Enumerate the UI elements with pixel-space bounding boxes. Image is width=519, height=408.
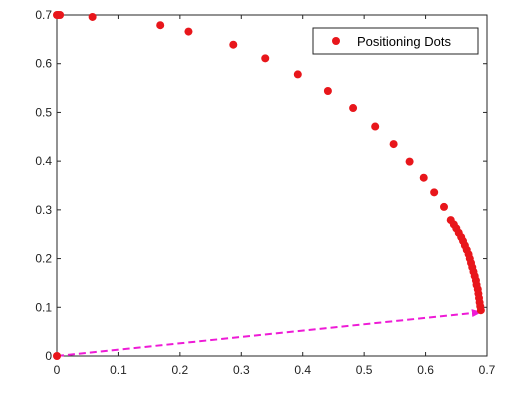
data-point — [349, 104, 358, 113]
x-tick-label: 0.2 — [172, 363, 189, 377]
data-point — [323, 86, 332, 95]
x-tick-label: 0.3 — [233, 363, 250, 377]
y-tick-label: 0.3 — [35, 203, 52, 217]
legend: Positioning Dots — [312, 27, 479, 55]
data-point — [476, 306, 485, 315]
data-point — [88, 12, 97, 21]
y-tick-label: 0 — [45, 349, 52, 363]
x-tick-label: 0.4 — [294, 363, 311, 377]
data-point — [419, 173, 428, 182]
data-point — [293, 70, 302, 79]
data-point — [389, 140, 398, 149]
data-point — [440, 202, 448, 211]
plot-area — [56, 14, 488, 357]
data-point — [53, 352, 61, 360]
data-point — [56, 11, 65, 19]
data-point — [184, 27, 193, 36]
y-tick-label: 0.4 — [35, 154, 52, 168]
x-tick-label: 0 — [54, 363, 61, 377]
data-point — [156, 21, 165, 30]
data-point — [405, 157, 414, 166]
y-tick-label: 0.5 — [35, 105, 52, 119]
y-tick-label: 0.6 — [35, 57, 52, 71]
data-point — [261, 54, 270, 63]
data-point — [430, 188, 439, 197]
legend-marker — [332, 37, 340, 45]
x-tick-label: 0.7 — [479, 363, 496, 377]
y-tick-label: 0.1 — [35, 300, 52, 314]
legend-label: Positioning Dots — [357, 34, 451, 49]
x-tick-label: 0.6 — [417, 363, 434, 377]
y-tick-label: 0.2 — [35, 252, 52, 266]
data-point — [229, 40, 238, 49]
y-tick-label: 0.7 — [35, 8, 52, 22]
x-tick-label: 0.5 — [356, 363, 373, 377]
data-point — [371, 122, 380, 131]
direction-arrow — [56, 309, 482, 357]
x-tick-label: 0.1 — [110, 363, 127, 377]
legend-box — [312, 27, 479, 55]
